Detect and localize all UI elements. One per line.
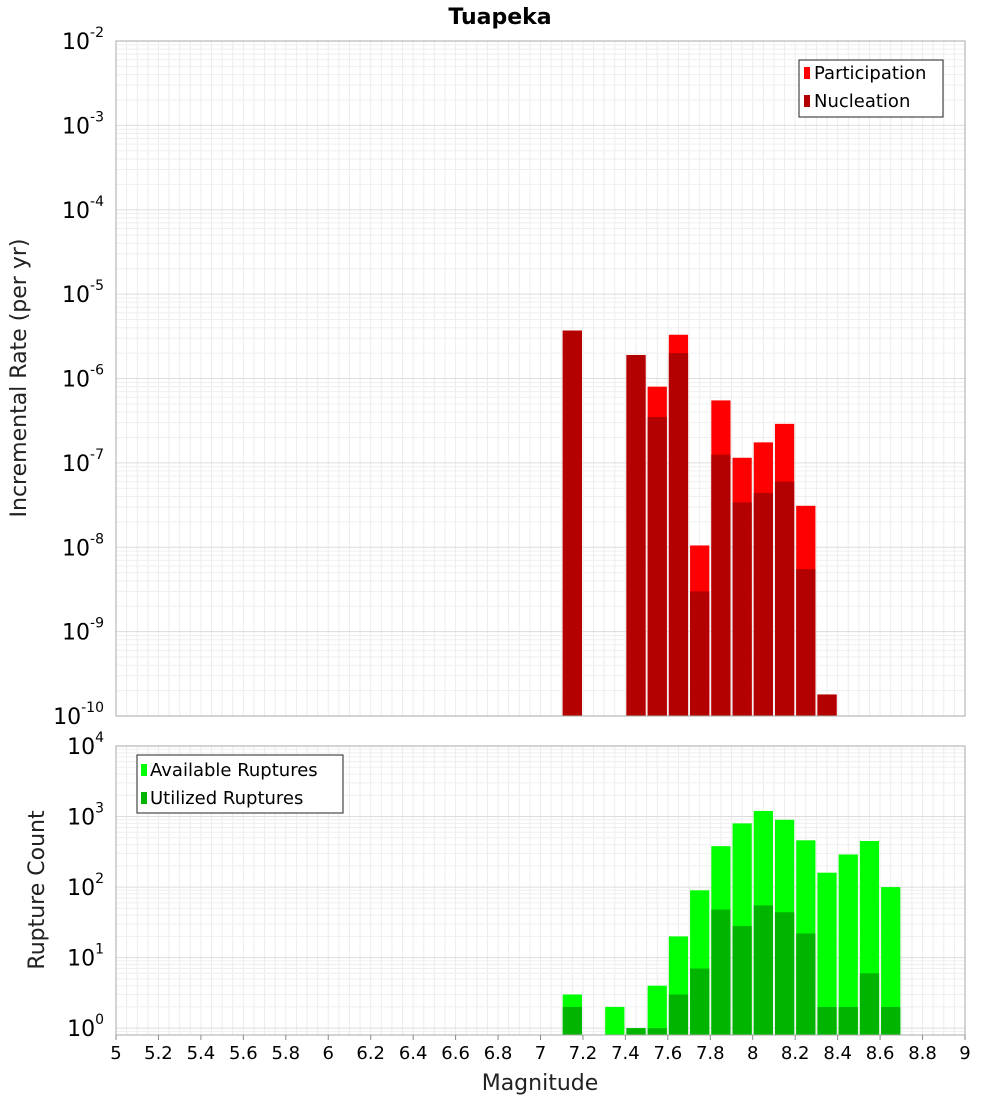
legend-label-nucleation: Nucleation: [814, 91, 910, 112]
rate-bars: [562, 330, 837, 716]
x-tick-label: 8: [747, 1043, 758, 1064]
count-bar-a: [838, 854, 858, 1035]
x-tick-label: 7: [535, 1043, 546, 1064]
rate-bar-b: [753, 492, 773, 716]
x-tick-label: 8.6: [866, 1043, 895, 1064]
count-bar-b: [562, 1006, 582, 1035]
x-ticks: 5 5.2 5.4 5.6 5.8 6 6.2 6.4 6.6 6.8 7 7.2 7.4 7.6 7.8 8…: [110, 1035, 971, 1064]
rate-y-tick-label: 10-2: [62, 25, 104, 55]
rate-legend-box: [798, 59, 944, 118]
x-tick-label: 5.8: [271, 1043, 300, 1064]
rate-bar-b: [690, 591, 710, 716]
count-bar-a: [647, 985, 667, 1035]
count-y-tick-label: 101: [67, 942, 104, 972]
rate-y-tick-label: 10-7: [62, 447, 104, 477]
x-tick-label: 9: [959, 1043, 970, 1064]
count-bar-b: [732, 926, 752, 1035]
count-bar-a: [605, 1006, 625, 1035]
count-y-tick-label: 103: [67, 801, 104, 831]
legend-swatch-available: [141, 764, 147, 776]
x-tick-label: 7.4: [611, 1043, 640, 1064]
legend-swatch-participation: [804, 67, 810, 79]
rate-bar-b: [732, 502, 752, 716]
x-tick-label: 6.8: [484, 1043, 513, 1064]
x-tick-label: 5: [110, 1043, 121, 1064]
legend-label-participation: Participation: [814, 63, 926, 84]
x-tick-label: 6: [323, 1043, 334, 1064]
count-bar-b: [753, 905, 773, 1035]
x-tick-label: 7.2: [569, 1043, 598, 1064]
x-tick-label: 5.6: [229, 1043, 258, 1064]
rate-bar-b: [711, 454, 731, 716]
rate-y-tick-label: 10-8: [62, 531, 104, 561]
count-legend: Available Ruptures Utilized Ruptures: [136, 754, 344, 814]
x-tick-label: 5.4: [187, 1043, 216, 1064]
count-bar-a: [817, 872, 837, 1035]
count-bar-b: [690, 968, 710, 1035]
legend-label-utilized: Utilized Ruptures: [150, 788, 303, 809]
rate-bar-b: [626, 354, 646, 716]
count-y-axis-label: Rupture Count: [25, 810, 50, 970]
rate-panel: 10-2 10-3 10-4 10-5 10-6 10-7 10-8 10-9 10-10 In…: [7, 25, 966, 730]
rate-y-tick-label: 10-3: [62, 109, 104, 139]
x-tick-label: 6.6: [441, 1043, 470, 1064]
count-panel: 104 103 102 101 100 Rupture Count Available …: [25, 730, 971, 1096]
count-y-tick-label: 100: [67, 1012, 104, 1042]
legend-swatch-utilized: [141, 792, 147, 804]
x-tick-label: 7.6: [654, 1043, 683, 1064]
count-bar-b: [711, 909, 731, 1035]
rate-y-tick-label: 10-5: [62, 278, 104, 308]
rate-plot-border: [115, 40, 966, 717]
count-y-tick-label: 104: [67, 730, 104, 760]
x-tick-label: 6.2: [356, 1043, 385, 1064]
rate-y-ticks: 10-2 10-3 10-4 10-5 10-6 10-7 10-8 10-9 10-10: [53, 25, 104, 730]
rate-y-tick-label: 10-9: [62, 616, 104, 646]
rate-y-tick-label: 10-4: [62, 194, 104, 224]
rate-legend: Participation Nucleation: [798, 59, 944, 118]
rate-bar-b: [774, 481, 795, 716]
x-axis-label: Magnitude: [482, 1071, 599, 1096]
count-bars: [562, 810, 901, 1035]
rate-bar-b: [562, 330, 582, 716]
rate-y-tick-label: 10-10: [53, 700, 104, 730]
count-bar-b: [774, 912, 795, 1035]
count-bar-b: [859, 973, 880, 1035]
count-bar-b: [817, 1006, 837, 1035]
x-tick-label: 6.4: [399, 1043, 428, 1064]
rate-y-tick-label: 10-6: [62, 363, 104, 393]
count-legend-box: [136, 754, 344, 814]
count-bar-b: [647, 1028, 667, 1035]
x-tick-label: 8.8: [908, 1043, 937, 1064]
rate-bar-b: [647, 416, 667, 716]
rate-grid: [115, 40, 966, 717]
legend-swatch-nucleation: [804, 95, 810, 107]
legend-label-available: Available Ruptures: [150, 760, 318, 781]
rate-bar-b: [817, 694, 837, 716]
rate-y-axis-label: Incremental Rate (per yr): [7, 239, 32, 518]
count-bar-b: [626, 1028, 646, 1035]
count-bar-b: [668, 994, 689, 1035]
count-bar-b: [796, 933, 816, 1035]
count-y-ticks: 104 103 102 101 100: [67, 730, 104, 1042]
rate-bar-b: [668, 353, 689, 716]
count-y-tick-label: 102: [67, 871, 104, 901]
x-tick-label: 8.2: [781, 1043, 810, 1064]
chart-title: Tuapeka: [448, 5, 551, 30]
x-tick-label: 5.2: [144, 1043, 173, 1064]
count-bar-b: [881, 1006, 901, 1035]
x-tick-label: 7.8: [696, 1043, 725, 1064]
rate-bar-b: [796, 569, 816, 716]
count-bar-a: [881, 887, 901, 1035]
count-bar-b: [838, 1006, 858, 1035]
x-tick-label: 8.4: [823, 1043, 852, 1064]
